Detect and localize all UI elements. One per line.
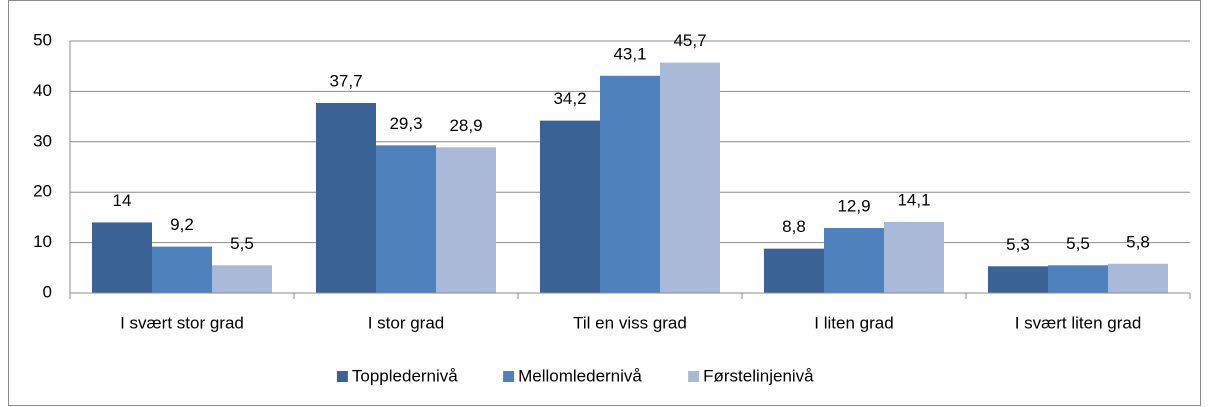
value-label: 5,8 [1126,232,1150,251]
value-label: 8,8 [782,217,806,236]
bar [436,147,496,293]
bar [152,246,212,293]
bar [212,265,272,293]
x-tick-label: Til en viss grad [573,313,687,332]
bar [764,248,824,293]
value-label: 5,5 [230,234,254,253]
bar [600,75,660,293]
value-label: 9,2 [170,215,194,234]
y-tick-label: 40 [33,81,52,100]
y-tick-label: 20 [33,182,52,201]
value-label: 45,7 [673,31,706,50]
value-label: 34,2 [553,89,586,108]
y-tick-label: 10 [33,232,52,251]
x-tick-label: I svært liten grad [1015,313,1142,332]
legend-label: Toppledernivå [352,366,458,385]
x-tick-label: I liten grad [814,313,893,332]
value-label: 5,3 [1006,235,1030,254]
legend-swatch [336,371,348,382]
y-tick-label: 30 [33,131,52,150]
bar [540,120,600,294]
bar [824,227,884,293]
value-label: 28,9 [449,116,482,135]
value-label: 14 [113,191,132,210]
bar [1048,265,1108,293]
legend-swatch [503,371,515,382]
value-label: 12,9 [837,196,870,215]
bar [1108,263,1168,293]
bar [316,102,376,293]
bar [988,266,1048,293]
x-tick-label: I stor grad [368,313,445,332]
bar [884,221,944,293]
legend-label: Mellomledernivå [518,366,642,385]
value-label: 37,7 [329,71,362,90]
value-label: 29,3 [389,114,422,133]
value-label: 43,1 [613,44,646,63]
bar [376,145,436,293]
bar [92,222,152,293]
y-tick-label: 0 [43,282,52,301]
x-tick-label: I svært stor grad [120,313,244,332]
legend-swatch [688,371,700,382]
bar [660,62,720,294]
y-tick-label: 50 [33,30,52,49]
value-label: 5,5 [1066,234,1090,253]
legend-label: Førstelinjenivå [703,366,814,385]
value-label: 14,1 [897,190,930,209]
